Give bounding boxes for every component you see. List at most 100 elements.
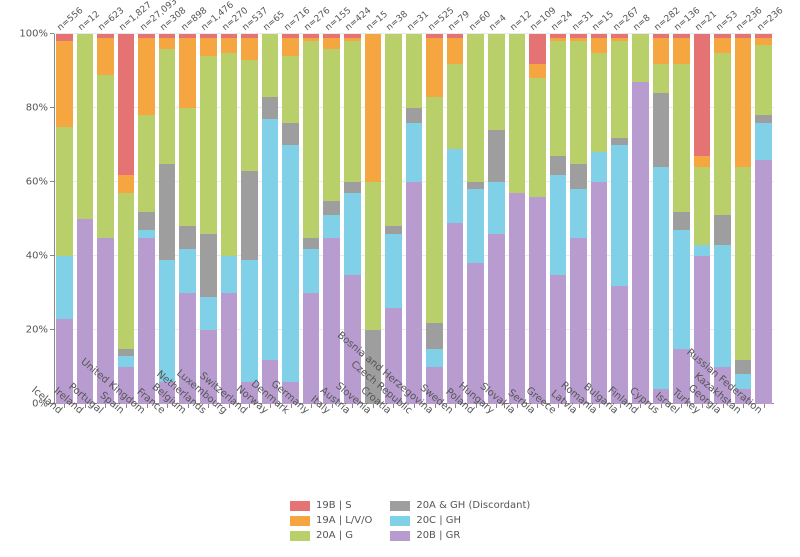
bar-segment — [426, 38, 442, 97]
bar-segment — [694, 156, 710, 167]
y-tick-label: 40% — [26, 251, 54, 262]
bar-slot: n=21Turkey — [694, 34, 710, 404]
legend-column: 19B | S19A | L/V/O20A | G — [290, 500, 372, 541]
stacked-bar — [694, 34, 710, 404]
bar-slot: n=12Slovakia — [509, 34, 525, 404]
y-tick-label: 100% — [19, 29, 54, 40]
bar-segment — [303, 293, 319, 404]
bar-segment — [118, 356, 134, 367]
bar-segment — [488, 34, 504, 130]
bar-segment — [467, 189, 483, 263]
bar-segment — [344, 41, 360, 182]
bar-segment — [221, 53, 237, 257]
bar-segment — [653, 93, 669, 167]
bar-segment — [303, 238, 319, 249]
bar-segment — [694, 167, 710, 245]
bar-slot: n=155Italy — [323, 34, 339, 404]
bar-segment — [529, 64, 545, 79]
y-tick-label: 80% — [26, 103, 54, 114]
stacked-bar — [673, 34, 689, 404]
bar-segment — [755, 34, 771, 38]
legend-swatch — [290, 516, 310, 526]
bar-segment — [365, 182, 381, 330]
bar-segment — [591, 38, 607, 53]
bar-segment — [282, 38, 298, 57]
bar-slot: n=525Bosnia and Herzegovina — [426, 34, 442, 404]
stacked-bar — [611, 34, 627, 404]
bar-n-label: n=38 — [385, 9, 410, 33]
bar-segment — [385, 34, 401, 226]
bar-segment — [77, 34, 93, 219]
bar-segment — [570, 34, 586, 38]
bar-segment — [509, 193, 525, 404]
bar-segment — [282, 145, 298, 382]
bar-segment — [138, 212, 154, 231]
bar-slot: n=31Latvia — [570, 34, 586, 404]
bar-segment — [673, 230, 689, 348]
bar-n-label: n=15 — [591, 9, 616, 33]
bar-segment — [694, 34, 710, 156]
y-tick-label: 60% — [26, 177, 54, 188]
legend-label: 20A & GH (Discordant) — [416, 500, 530, 511]
bar-segment — [303, 249, 319, 293]
bar-segment — [323, 201, 339, 216]
bar-slot: n=136Israel — [673, 34, 689, 404]
bar-segment — [303, 34, 319, 38]
stacked-bar — [303, 34, 319, 404]
bar-segment — [735, 167, 751, 359]
bar-segment — [570, 41, 586, 163]
bar-segment — [179, 108, 195, 226]
bar-segment — [467, 34, 483, 182]
bar-segment — [282, 123, 298, 145]
bar-segment — [632, 34, 648, 82]
bar-slot: n=308France — [159, 34, 175, 404]
legend-column: 20A & GH (Discordant)20C | GH20B | GR — [390, 500, 530, 541]
bar-segment — [159, 34, 175, 38]
bar-segment — [221, 256, 237, 293]
bar-segment — [200, 56, 216, 234]
bar-segment — [447, 34, 463, 38]
bar-segment — [755, 123, 771, 160]
stacked-bar — [97, 34, 113, 404]
bar-segment — [550, 34, 566, 38]
legend-swatch — [390, 501, 410, 511]
bar-segment — [611, 138, 627, 145]
stacked-bar — [529, 34, 545, 404]
legend-label: 19B | S — [316, 500, 352, 511]
bar-segment — [344, 34, 360, 38]
chart-root: 0%20%40%60%80%100%n=556Icelandn=12Irelan… — [0, 0, 800, 557]
bar-segment — [303, 38, 319, 42]
bar-segment — [488, 182, 504, 234]
bar-segment — [529, 197, 545, 404]
stacked-bar — [426, 34, 442, 404]
bar-segment — [653, 167, 669, 389]
bar-slot: n=31Czech Republic — [406, 34, 422, 404]
stacked-bar — [447, 34, 463, 404]
bar-slot: n=898Belgium — [179, 34, 195, 404]
plot-area: 0%20%40%60%80%100%n=556Icelandn=12Irelan… — [54, 34, 774, 404]
bar-segment — [570, 38, 586, 42]
stacked-bar — [159, 34, 175, 404]
stacked-bar — [406, 34, 422, 404]
bar-slot: n=65Norway — [262, 34, 278, 404]
stacked-bar — [550, 34, 566, 404]
bar-segment — [200, 38, 216, 57]
bar-segment — [673, 38, 689, 64]
bar-segment — [179, 38, 195, 108]
bar-segment — [406, 182, 422, 404]
bar-segment — [241, 34, 257, 38]
bar-segment — [138, 115, 154, 211]
bar-segment — [426, 34, 442, 38]
stacked-bar — [118, 34, 134, 404]
bar-segment — [118, 349, 134, 356]
bar-segment — [241, 260, 257, 382]
legend-item: 20A & GH (Discordant) — [390, 500, 530, 511]
bar-segment — [282, 34, 298, 38]
stacked-bar — [138, 34, 154, 404]
bar-segment — [591, 152, 607, 182]
bar-segment — [653, 38, 669, 64]
bar-segment — [159, 164, 175, 260]
bar-segment — [262, 34, 278, 97]
bar-slot: n=38Croatia — [385, 34, 401, 404]
bar-segment — [159, 38, 175, 49]
